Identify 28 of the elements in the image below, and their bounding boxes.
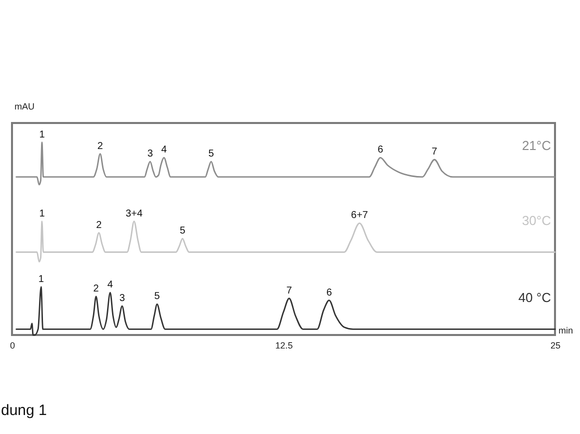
annotation: 2 — [97, 140, 104, 152]
annotation: 7 — [286, 285, 292, 296]
series-label: 21°C — [522, 138, 551, 153]
annotation: 4 — [161, 144, 168, 156]
annotation: 2 — [96, 220, 102, 231]
annotation: 1 — [38, 274, 44, 285]
x-axis-title: min — [558, 326, 574, 336]
x-tick-label: 12.5 — [275, 340, 293, 350]
annotation: 3 — [119, 293, 126, 304]
annotation: 3+4 — [126, 208, 143, 220]
annotation: 5 — [180, 226, 186, 237]
annotation: 6+7 — [351, 210, 368, 222]
annotation: 6 — [378, 144, 384, 156]
series-label: 40 °C — [518, 290, 551, 306]
x-tick-label: 0 — [10, 340, 16, 350]
series-label: 30°C — [522, 213, 551, 228]
y-axis-title: mAU — [14, 102, 34, 112]
annotation: 5 — [208, 148, 214, 160]
x-tick-label: 25 — [550, 340, 561, 350]
text: dung 1 — [1, 402, 47, 419]
annotation: 6 — [326, 287, 332, 298]
annotation: 4 — [107, 280, 114, 291]
annotation: 5 — [154, 291, 160, 302]
annotation: 3 — [147, 148, 154, 160]
annotation: 2 — [93, 283, 100, 294]
annotation: 1 — [39, 208, 46, 220]
annotation: 1 — [39, 129, 46, 140]
annotation: 7 — [432, 146, 438, 158]
